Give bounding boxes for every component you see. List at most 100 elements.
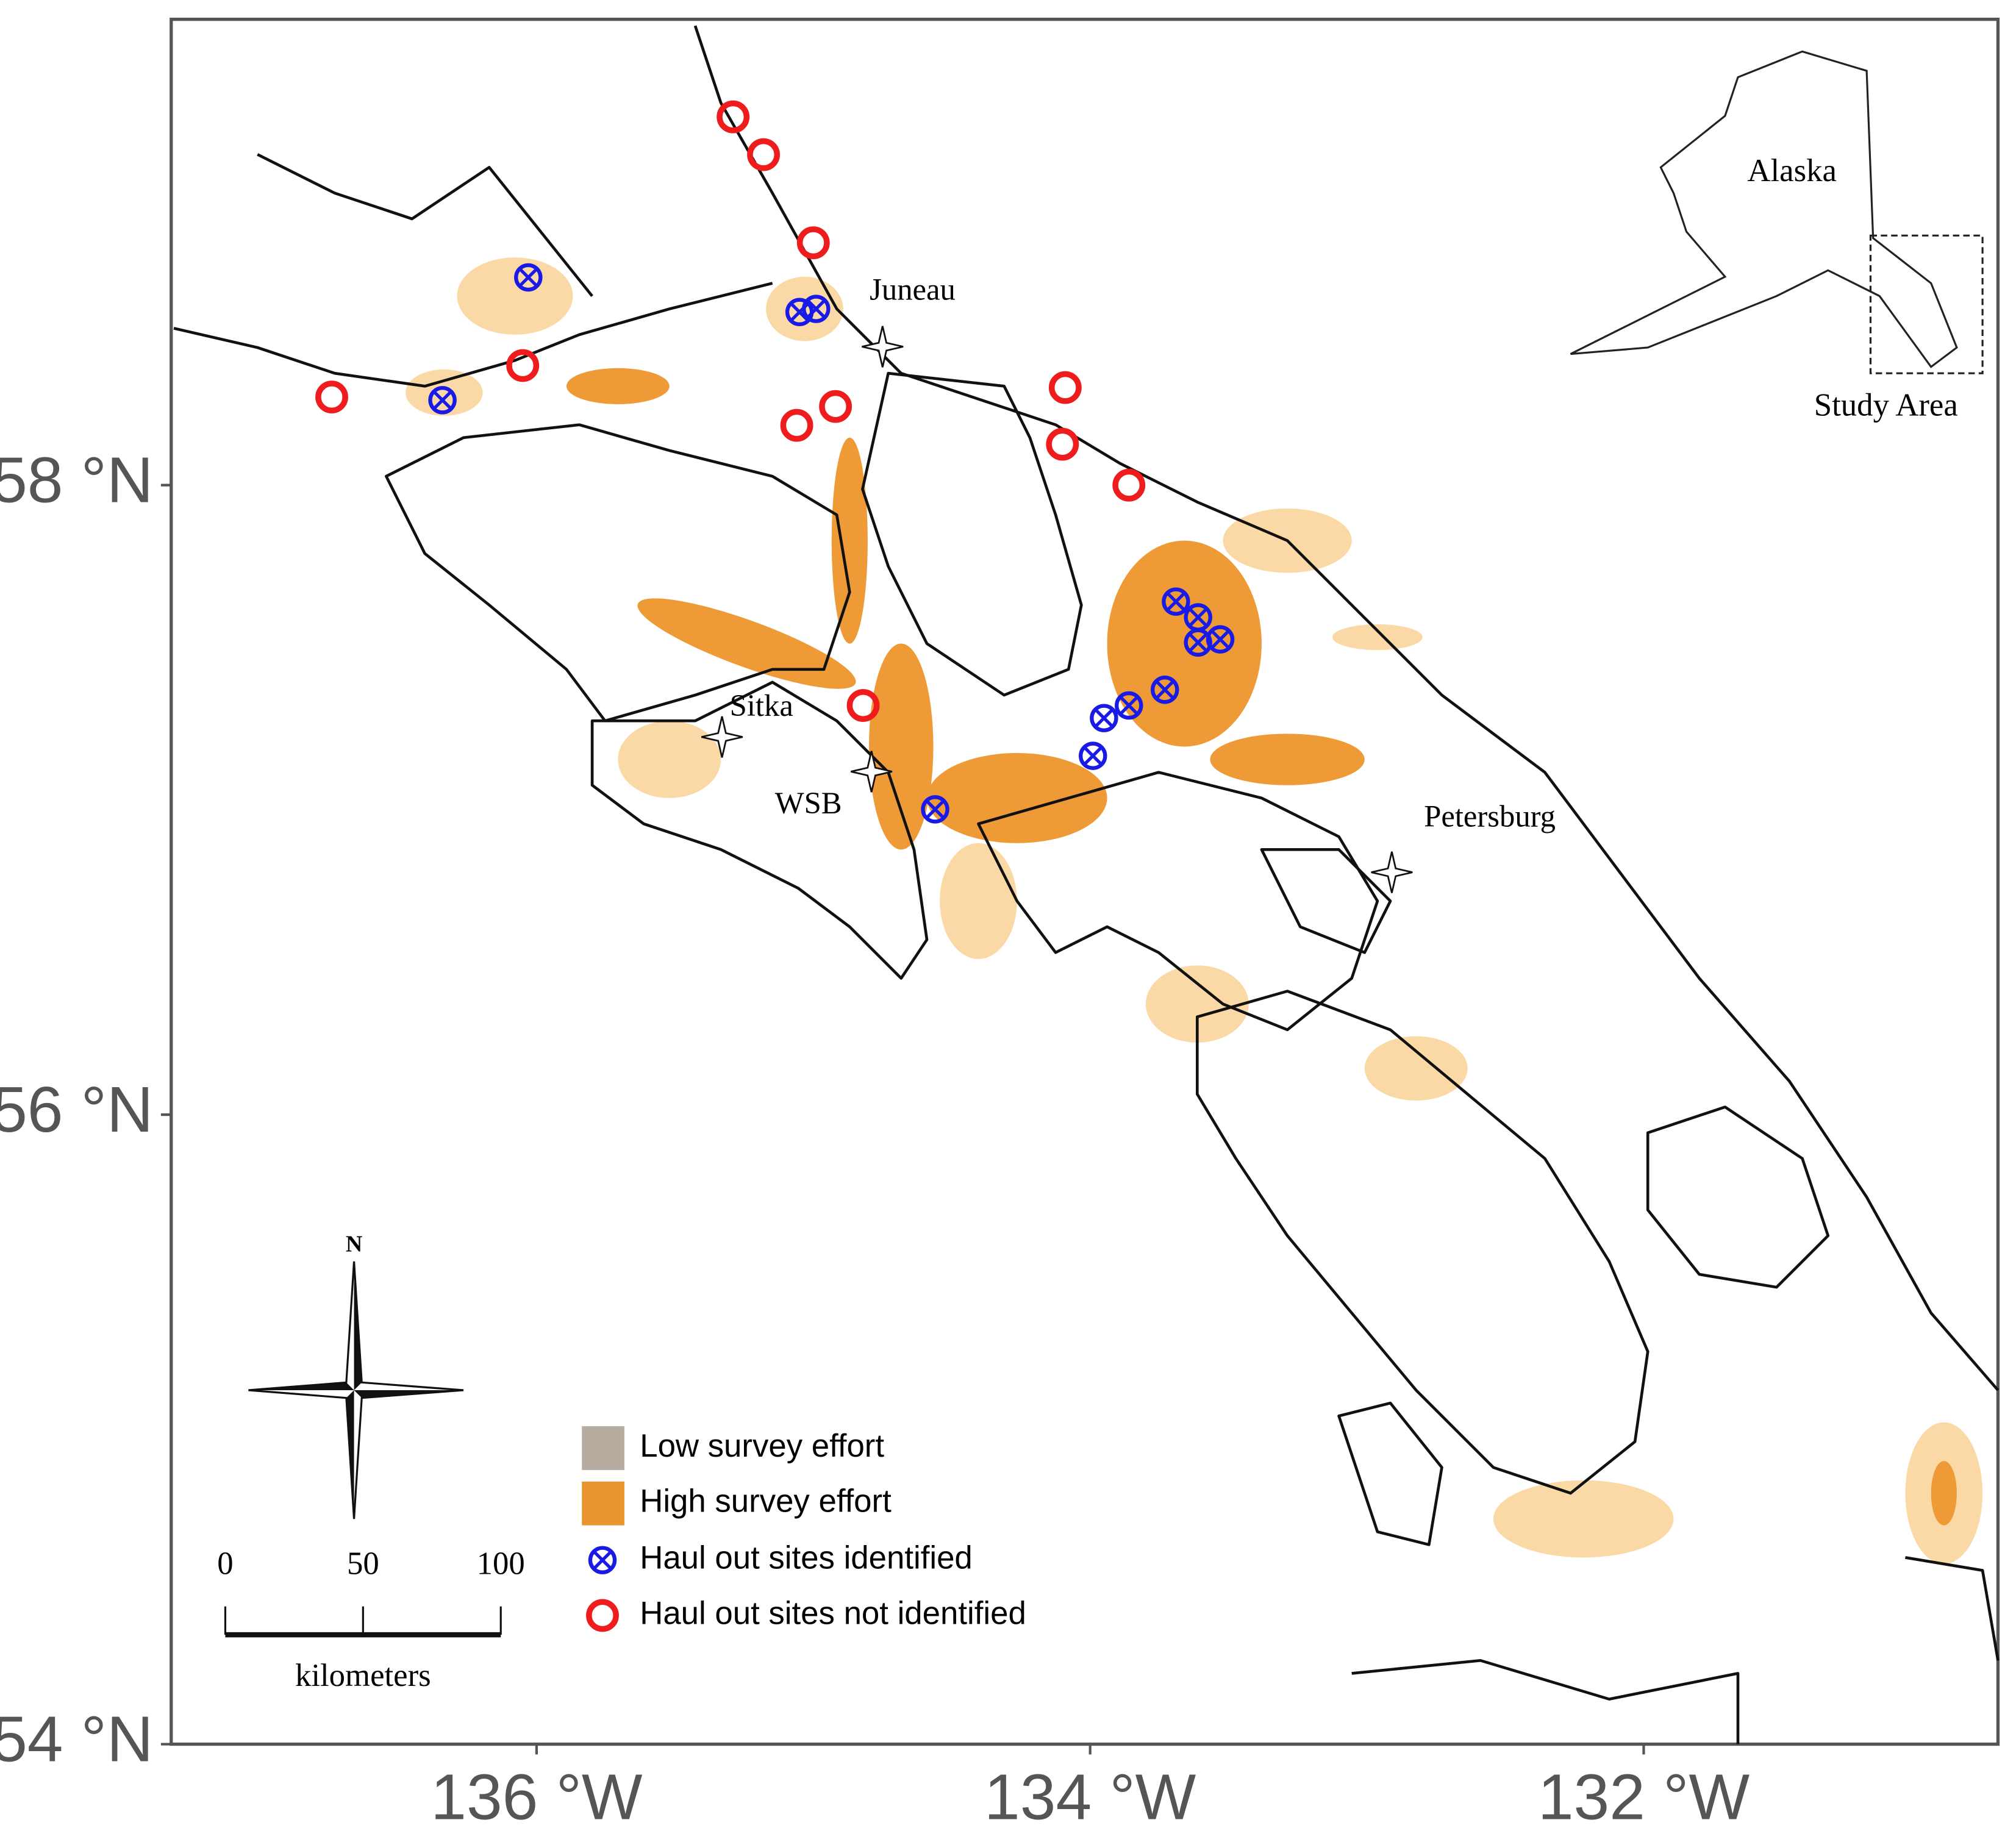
- coast-line: [1905, 1556, 2000, 1661]
- haul-out-identified: [1184, 628, 1212, 657]
- town-label: Juneau: [870, 272, 956, 306]
- haul-out-not-identified: [846, 689, 880, 722]
- coast-line: [1646, 1105, 1830, 1289]
- coast-line: [1260, 848, 1392, 954]
- haul-out-not-identified: [1048, 371, 1082, 404]
- alaska-outline: [1570, 50, 1958, 368]
- marker-ring: [1162, 587, 1190, 616]
- coast-line: [257, 153, 593, 298]
- scale-label: 0: [217, 1546, 233, 1581]
- haul-out-not-identified: [747, 138, 781, 171]
- scale-unit: kilometers: [295, 1658, 431, 1693]
- haul-out-identified: [514, 263, 543, 292]
- effort-area: [566, 368, 670, 404]
- haul-out-not-identified: [819, 390, 853, 423]
- haul-out-not-identified: [586, 1599, 619, 1632]
- marker-ring: [921, 795, 949, 824]
- haul-out-identified: [1115, 691, 1143, 720]
- marker-cross: [1094, 709, 1113, 728]
- study-area-box: [1869, 234, 1984, 374]
- effort-area: [1332, 624, 1423, 651]
- marker-ring: [802, 295, 831, 323]
- coast-line: [693, 25, 2000, 1391]
- y-tick-label: 54 °N: [0, 1703, 153, 1775]
- haul-out-identified: [1162, 587, 1190, 616]
- scale-label: 100: [477, 1546, 525, 1581]
- effort-area: [831, 437, 868, 644]
- marker-ring: [1184, 628, 1212, 657]
- marker-ring: [717, 100, 750, 134]
- x-tick-label: 136 °W: [431, 1761, 643, 1833]
- coast-line: [1337, 1401, 1443, 1546]
- haul-out-identified: [1079, 741, 1107, 770]
- x-tick-label: 134 °W: [984, 1761, 1196, 1833]
- marker-ring: [747, 138, 781, 171]
- haul-out-identified: [921, 795, 949, 824]
- effort-area: [927, 753, 1107, 843]
- marker-cross: [1119, 696, 1138, 715]
- marker-cross: [433, 390, 452, 410]
- marker-cross: [925, 799, 945, 819]
- marker-cross: [518, 268, 538, 287]
- compass-rose: [248, 1261, 463, 1519]
- marker-ring: [1090, 704, 1118, 732]
- marker-ring: [1115, 691, 1143, 720]
- marker-cross: [1155, 680, 1174, 699]
- haul-out-not-identified: [780, 409, 813, 442]
- marker-cross: [1083, 746, 1103, 766]
- town-label: WSB: [775, 786, 842, 820]
- town-marker: [701, 716, 743, 758]
- effort-area: [1364, 1036, 1468, 1101]
- effort-area: [406, 369, 483, 416]
- marker-ring: [514, 263, 543, 292]
- marker-cross: [1189, 633, 1208, 652]
- x-tick-label: 132 °W: [1538, 1761, 1750, 1833]
- marker-cross: [1210, 630, 1230, 649]
- marker-ring: [1048, 371, 1082, 404]
- haul-out-not-identified: [506, 349, 540, 382]
- town-marker: [1371, 851, 1413, 893]
- coast-line: [1196, 990, 1650, 1495]
- marker-ring: [315, 380, 348, 414]
- effort-area: [618, 721, 721, 798]
- effort-area: [869, 643, 934, 850]
- marker-cross: [1189, 607, 1208, 627]
- y-tick-label: 56 °N: [0, 1074, 153, 1146]
- coast-line: [173, 282, 773, 388]
- haul-out-not-identified: [1046, 427, 1079, 461]
- town-marker: [851, 751, 893, 793]
- haul-out-identified: [802, 295, 831, 323]
- marker-cross: [806, 299, 826, 319]
- compass: N: [248, 1231, 464, 1519]
- legend-label: Low survey effort: [640, 1428, 884, 1464]
- effort-area: [457, 257, 573, 335]
- effort-area: [1931, 1461, 1957, 1526]
- y-tick-label: 58 °N: [0, 444, 153, 516]
- coast-line: [385, 423, 851, 723]
- effort-area: [1493, 1480, 1674, 1558]
- marker-ring: [1079, 741, 1107, 770]
- effort-area: [1210, 734, 1365, 785]
- haul-out-identified: [1090, 704, 1118, 732]
- marker-ring: [1046, 427, 1079, 461]
- haul-out-not-identified: [717, 100, 750, 134]
- legend-label: High survey effort: [640, 1483, 892, 1519]
- legend-label: Haul out sites identified: [640, 1540, 973, 1576]
- marker-ring: [780, 409, 813, 442]
- compass-label: N: [346, 1231, 362, 1257]
- marker-ring: [1112, 468, 1146, 502]
- marker-ring: [586, 1599, 619, 1632]
- marker-ring: [506, 349, 540, 382]
- coast-line: [861, 371, 1083, 697]
- haul-out-identified: [428, 386, 457, 415]
- effort-area: [637, 598, 856, 689]
- haul-out-identified: [588, 1546, 617, 1574]
- survey-effort: [406, 257, 1983, 1564]
- town-label: Sitka: [730, 688, 793, 723]
- inset-label: Study Area: [1814, 387, 1958, 423]
- town-label: Petersburg: [1424, 799, 1556, 834]
- marker-cross: [1166, 592, 1185, 612]
- marker-ring: [1151, 675, 1179, 704]
